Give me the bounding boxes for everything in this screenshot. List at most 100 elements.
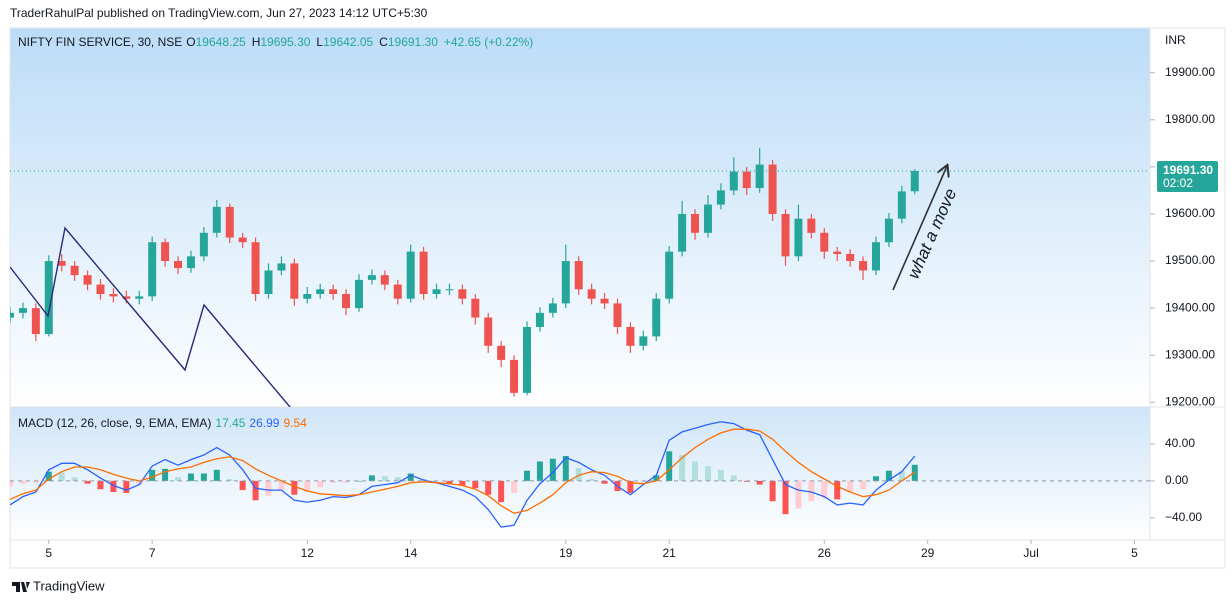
histogram-bar bbox=[10, 480, 13, 487]
frame bbox=[9, 27, 1226, 569]
ohlc-value: 19695.30 bbox=[260, 35, 311, 49]
ohlc-key: L bbox=[316, 35, 324, 49]
histogram-bar bbox=[666, 451, 673, 481]
candle-body bbox=[703, 204, 712, 233]
histogram-bar bbox=[265, 480, 272, 496]
macd-legend-value: 9.54 bbox=[283, 416, 307, 430]
x-tick-label: 14 bbox=[404, 546, 418, 560]
ohlc-item: C19691.30 bbox=[379, 35, 438, 49]
ohlc-value: 19642.05 bbox=[323, 35, 374, 49]
histogram-bar bbox=[498, 480, 505, 503]
candle-body bbox=[742, 171, 751, 189]
candle-body bbox=[393, 284, 402, 299]
macd-legend-value: 26.99 bbox=[249, 416, 280, 430]
histogram-bar bbox=[704, 466, 711, 481]
candle-body bbox=[251, 242, 260, 295]
y-tick-label: −40.00 bbox=[1165, 510, 1202, 524]
histogram-bar bbox=[58, 472, 65, 481]
footer: TradingView bbox=[33, 578, 105, 593]
candle-body bbox=[264, 270, 273, 295]
ohlc-key: C bbox=[379, 35, 388, 49]
candle-body bbox=[755, 164, 764, 189]
change: +42.65 (+0.22%) bbox=[443, 35, 534, 49]
candle-body bbox=[161, 242, 170, 262]
zigzag-drawing bbox=[10, 226, 291, 407]
candle-body bbox=[678, 213, 687, 252]
candle-body bbox=[794, 218, 803, 257]
histogram-bar bbox=[97, 480, 104, 490]
candle-body bbox=[458, 289, 467, 299]
macd-legend-value: 17.45 bbox=[215, 416, 246, 430]
histogram-bar bbox=[782, 480, 789, 515]
x-tick-label: 19 bbox=[559, 546, 573, 560]
histogram-bar bbox=[343, 480, 350, 483]
candle-body bbox=[70, 265, 79, 276]
histogram-bar bbox=[627, 480, 634, 493]
histogram-bar bbox=[304, 480, 311, 492]
candle-body bbox=[367, 275, 376, 280]
candle-body bbox=[665, 251, 674, 299]
x-tick-label: 21 bbox=[663, 546, 677, 560]
candle-body bbox=[561, 261, 570, 304]
header: TraderRahulPal published on TradingView.… bbox=[10, 6, 428, 20]
x-tick-label: 5 bbox=[1131, 546, 1138, 560]
candle-body bbox=[432, 289, 441, 295]
candle-body bbox=[548, 303, 557, 313]
histogram-bar bbox=[45, 471, 52, 481]
price-axis bbox=[1150, 28, 1225, 540]
candle-body bbox=[600, 298, 609, 304]
histogram-bar bbox=[149, 469, 156, 481]
candle-body bbox=[342, 294, 351, 309]
candle-body bbox=[109, 294, 118, 297]
histogram-bar bbox=[162, 468, 169, 481]
y-tick-label: 19600.00 bbox=[1165, 206, 1215, 220]
histogram-bar bbox=[536, 461, 543, 481]
candle-body bbox=[574, 261, 583, 290]
candle-body bbox=[884, 218, 893, 243]
candle-body bbox=[199, 232, 208, 257]
candle-body bbox=[57, 261, 66, 266]
candle-body bbox=[471, 298, 480, 318]
histogram-bar bbox=[446, 480, 453, 484]
y-tick-label: 19900.00 bbox=[1165, 65, 1215, 79]
candles bbox=[10, 148, 919, 397]
histogram-bar bbox=[808, 480, 815, 502]
x-tick-label: 26 bbox=[818, 546, 832, 560]
histogram-bar bbox=[575, 467, 582, 481]
candle-body bbox=[174, 261, 183, 269]
y-tick-label: 19200.00 bbox=[1165, 394, 1215, 408]
histogram-bar bbox=[898, 471, 905, 481]
countdown: 02:02 bbox=[1163, 176, 1193, 190]
logo-mark bbox=[12, 582, 30, 592]
candle-body bbox=[354, 279, 363, 309]
histogram-bar bbox=[110, 480, 117, 492]
histogram-bar bbox=[847, 480, 854, 492]
ohlc-item: O19648.25 bbox=[186, 35, 245, 49]
histogram-bar bbox=[19, 480, 26, 484]
ohlc-key: O bbox=[186, 35, 196, 49]
histogram-bar bbox=[730, 475, 737, 481]
candle-body bbox=[290, 263, 299, 299]
price-pane bbox=[10, 28, 1150, 407]
histogram-bar bbox=[71, 477, 78, 481]
candle-body bbox=[587, 289, 596, 299]
candle-body bbox=[897, 191, 906, 219]
y-tick-label: 0.00 bbox=[1165, 473, 1189, 487]
candle-body bbox=[18, 308, 27, 313]
candle-body bbox=[135, 296, 144, 299]
candle-body bbox=[212, 206, 221, 233]
histogram-bar bbox=[769, 480, 776, 502]
histogram-bar bbox=[821, 480, 828, 499]
y-tick-label: 19300.00 bbox=[1165, 347, 1215, 361]
candle-body bbox=[859, 261, 868, 271]
histogram-bar bbox=[795, 480, 802, 509]
histogram-bar bbox=[524, 470, 531, 481]
histogram-bar bbox=[407, 473, 414, 481]
y-tick-label: 19400.00 bbox=[1165, 300, 1215, 314]
histogram-bar bbox=[226, 479, 233, 481]
candle-body bbox=[303, 294, 312, 299]
candle-body bbox=[148, 242, 157, 297]
y-tick-label: 19500.00 bbox=[1165, 253, 1215, 267]
candle-body bbox=[122, 296, 131, 299]
